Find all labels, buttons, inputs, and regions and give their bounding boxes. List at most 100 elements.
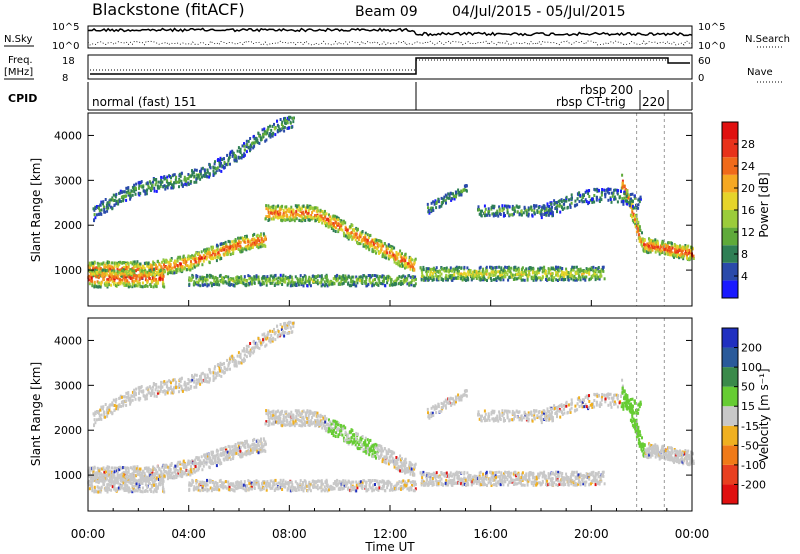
power-cell bbox=[286, 126, 289, 130]
power-cell bbox=[159, 274, 162, 278]
velocity-cell bbox=[119, 465, 122, 469]
power-cell bbox=[292, 281, 295, 285]
power-cell bbox=[682, 257, 685, 261]
power-cell bbox=[570, 277, 573, 281]
power-cell bbox=[533, 209, 536, 213]
power-cell bbox=[602, 269, 605, 273]
velocity-cell bbox=[98, 467, 101, 471]
power-cell bbox=[218, 168, 221, 172]
power-cell bbox=[547, 278, 550, 282]
power-cell bbox=[504, 204, 506, 208]
power-cell bbox=[156, 265, 159, 269]
power-cell bbox=[104, 273, 107, 277]
power-cell bbox=[383, 278, 385, 282]
velocity-cell bbox=[113, 466, 116, 470]
power-cell bbox=[434, 268, 437, 272]
power-cell bbox=[271, 134, 274, 138]
velocity-cell bbox=[165, 463, 168, 467]
power-cell bbox=[506, 210, 509, 214]
power-cell bbox=[328, 222, 330, 226]
power-cell bbox=[490, 279, 493, 282]
power-cell bbox=[263, 132, 266, 136]
power-cell bbox=[220, 257, 223, 260]
power-cell bbox=[410, 262, 413, 266]
power-cell bbox=[166, 175, 169, 179]
power-cell bbox=[181, 184, 184, 188]
power-cell bbox=[347, 281, 350, 285]
power-cell bbox=[127, 189, 130, 193]
power-cell bbox=[593, 194, 596, 197]
power-cell bbox=[166, 179, 169, 183]
power-cell bbox=[332, 277, 335, 281]
power-cell bbox=[208, 172, 211, 176]
velocity-cell bbox=[108, 469, 111, 473]
power-cell bbox=[115, 199, 118, 203]
velocity-cell bbox=[88, 469, 91, 472]
power-cell bbox=[214, 256, 217, 260]
velocity-cell bbox=[163, 470, 166, 474]
power-cell bbox=[283, 118, 286, 122]
power-cell bbox=[563, 202, 566, 206]
power-cell bbox=[403, 280, 406, 284]
power-cell bbox=[575, 265, 578, 269]
power-cell bbox=[200, 167, 203, 171]
velocity-cell bbox=[136, 469, 139, 473]
power-cell bbox=[518, 212, 521, 216]
power-cell bbox=[365, 275, 368, 279]
power-cell bbox=[189, 277, 192, 281]
power-cell bbox=[374, 245, 377, 249]
power-cell bbox=[97, 276, 100, 280]
power-cell bbox=[689, 253, 692, 257]
velocity-cell bbox=[249, 451, 252, 455]
power-cell bbox=[162, 185, 165, 189]
velocity-cell bbox=[235, 451, 238, 455]
power-cell bbox=[601, 188, 604, 191]
power-cell bbox=[146, 264, 149, 268]
velocity-cell bbox=[121, 479, 124, 483]
power-cell bbox=[546, 210, 549, 214]
power-cell bbox=[133, 274, 136, 278]
power-cell bbox=[155, 263, 157, 267]
power-cell bbox=[318, 218, 321, 222]
nave-trace bbox=[90, 59, 668, 71]
power-cell bbox=[528, 273, 531, 277]
power-cell bbox=[567, 198, 570, 202]
power-cell bbox=[312, 207, 315, 211]
power-cell bbox=[516, 205, 519, 209]
power-cell bbox=[243, 275, 246, 279]
power-cell bbox=[220, 169, 223, 173]
power-cell bbox=[215, 167, 218, 171]
power-cell bbox=[276, 119, 278, 123]
power-cell bbox=[289, 213, 292, 217]
velocity-cell bbox=[258, 439, 261, 443]
power-cell bbox=[543, 265, 546, 269]
velocity-cell bbox=[126, 473, 129, 477]
power-cell bbox=[180, 171, 183, 175]
power-cell bbox=[125, 270, 128, 273]
power-cell bbox=[259, 282, 262, 286]
power-cell bbox=[378, 275, 381, 279]
power-cell bbox=[631, 199, 634, 203]
power-cell bbox=[224, 280, 227, 284]
power-cell bbox=[425, 272, 428, 276]
power-cell bbox=[162, 259, 165, 263]
power-cell bbox=[593, 200, 596, 204]
power-cell bbox=[95, 275, 98, 279]
power-cell bbox=[178, 180, 181, 184]
power-cell bbox=[112, 193, 115, 197]
nsky-tick-low: 10^0 bbox=[52, 41, 79, 52]
power-cell bbox=[573, 265, 576, 269]
velocity-cell bbox=[133, 465, 136, 469]
power-cell bbox=[204, 255, 207, 259]
power-cell bbox=[244, 148, 247, 152]
power-cell bbox=[479, 211, 482, 215]
power-cell bbox=[345, 227, 348, 231]
power-cell bbox=[511, 206, 514, 210]
power-cell bbox=[292, 213, 294, 217]
power-cell bbox=[103, 273, 106, 277]
power-cell bbox=[122, 268, 125, 272]
power-cell bbox=[350, 277, 352, 281]
power-cell bbox=[282, 273, 285, 277]
power-cell bbox=[665, 248, 668, 252]
power-cell bbox=[480, 278, 483, 281]
